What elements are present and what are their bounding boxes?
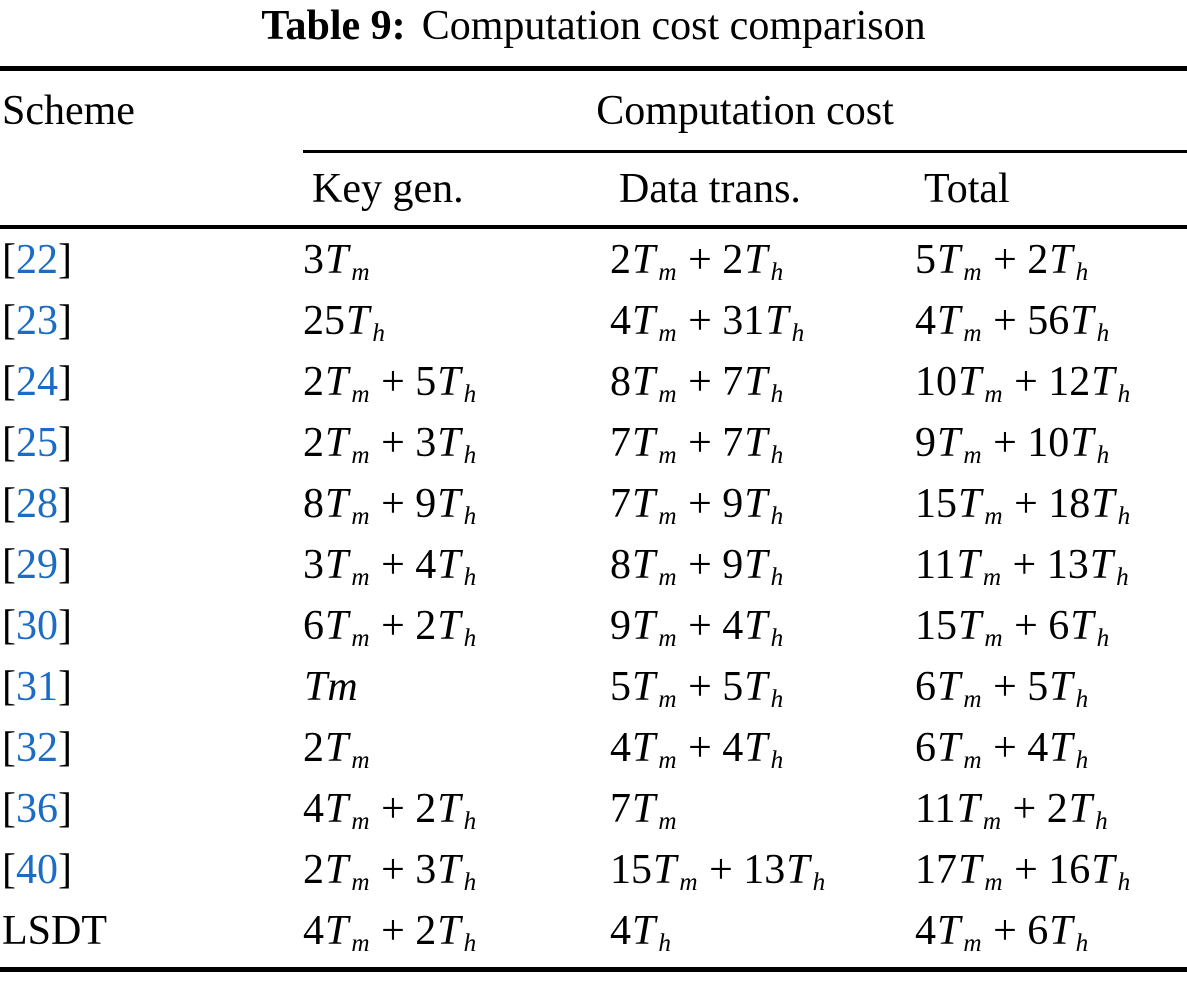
- scheme-cell: [36]: [2, 785, 72, 832]
- key-gen-cell: 2T m: [303, 724, 370, 774]
- table-row: [25] 2T m + 3T h 7T m + 7T h 9T m + 10T h: [0, 412, 1187, 473]
- data-trans-cell: 15T m + 13T h: [610, 846, 826, 896]
- total-cell: 4T m + 6T h: [915, 907, 1089, 957]
- scheme-cell: [31]: [2, 663, 72, 710]
- key-gen-cell: 3T m: [303, 236, 370, 286]
- data-trans-cell: 9T m + 4T h: [610, 602, 784, 652]
- table-caption-label: Table 9:: [261, 3, 406, 49]
- total-cell: 9T m + 10T h: [915, 419, 1110, 469]
- data-trans-cell: 5T m + 5T h: [610, 663, 784, 713]
- header-scheme: Scheme: [2, 87, 135, 134]
- spanner-rule-row: [0, 150, 1187, 153]
- header-total: Total: [924, 166, 1010, 212]
- reference-link[interactable]: 22: [16, 236, 58, 283]
- key-gen-cell: 25T h: [303, 297, 385, 347]
- total-cell: 15T m + 18T h: [915, 480, 1131, 530]
- key-gen-cell: 8T m + 9T h: [303, 480, 477, 530]
- scheme-cell: [30]: [2, 602, 72, 649]
- key-gen-cell: 6T m + 2T h: [303, 602, 477, 652]
- key-gen-cell: 3T m + 4T h: [303, 541, 477, 591]
- scheme-cell: [25]: [2, 419, 72, 466]
- table-row: [30] 6T m + 2T h 9T m + 4T h 15T m + 6T h: [0, 595, 1187, 656]
- scheme-cell: [40]: [2, 846, 72, 893]
- scheme-cell: [24]: [2, 358, 72, 405]
- total-cell: 6T m + 4T h: [915, 724, 1089, 774]
- header-data-trans: Data trans.: [619, 166, 801, 212]
- scheme-cell: [23]: [2, 297, 72, 344]
- total-cell: 5T m + 2T h: [915, 236, 1089, 286]
- spanner-rule-gap: [0, 150, 303, 153]
- table-row: [24] 2T m + 5T h 8T m + 7T h 10T m + 12T h: [0, 351, 1187, 412]
- total-cell: 6T m + 5T h: [915, 663, 1089, 713]
- scheme-cell: LSDT: [2, 907, 107, 954]
- data-trans-cell: 8T m + 9T h: [610, 541, 784, 591]
- data-trans-cell: 2T m + 2T h: [610, 236, 784, 286]
- key-gen-cell: Tm: [304, 663, 358, 710]
- key-gen-cell: 4T m + 2T h: [303, 785, 477, 835]
- table-row: [31] Tm 5T m + 5T h 6T m + 5T h: [0, 656, 1187, 717]
- data-trans-cell: 4T m + 4T h: [610, 724, 784, 774]
- key-gen-cell: 4T m + 2T h: [303, 907, 477, 957]
- table-row: [29] 3T m + 4T h 8T m + 9T h 11T m + 13T h: [0, 534, 1187, 595]
- table-body: [22] 3T m 2T m + 2T h 5T m + 2T h [23] 25T h 4…: [0, 229, 1187, 961]
- table-row: [28] 8T m + 9T h 7T m + 9T h 15T m + 18T h: [0, 473, 1187, 534]
- key-gen-cell: 2T m + 3T h: [303, 419, 477, 469]
- data-trans-cell: 4T m + 31T h: [610, 297, 805, 347]
- table-caption: Table 9: Computation cost comparison: [0, 0, 1187, 66]
- top-rule: [0, 66, 1187, 71]
- scheme-cell: [22]: [2, 236, 72, 283]
- reference-link[interactable]: 25: [16, 419, 58, 466]
- total-cell: 11T m + 2T h: [915, 785, 1108, 835]
- reference-link[interactable]: 32: [16, 724, 58, 771]
- total-cell: 4T m + 56T h: [915, 297, 1110, 347]
- reference-link[interactable]: 31: [16, 663, 58, 710]
- scheme-cell: [29]: [2, 541, 72, 588]
- data-trans-cell: 7T m + 9T h: [610, 480, 784, 530]
- header-row-subcolumns: Key gen. Data trans. Total: [0, 153, 1187, 225]
- table-row: [23] 25T h 4T m + 31T h 4T m + 56T h: [0, 290, 1187, 351]
- header-body-rule: [0, 225, 1187, 229]
- reference-link[interactable]: 30: [16, 602, 58, 649]
- table-caption-text: Computation cost comparison: [421, 3, 926, 49]
- bottom-rule: [0, 967, 1187, 972]
- data-trans-cell: 7T m: [610, 785, 677, 835]
- total-cell: 17T m + 16T h: [915, 846, 1131, 896]
- reference-link[interactable]: 24: [16, 358, 58, 405]
- total-cell: 15T m + 6T h: [915, 602, 1110, 652]
- key-gen-cell: 2T m + 5T h: [303, 358, 477, 408]
- table-row: [36] 4T m + 2T h 7T m 11T m + 2T h: [0, 778, 1187, 839]
- table-row: LSDT 4T m + 2T h 4T h 4T m + 6T h: [0, 900, 1187, 961]
- header-computation-cost: Computation cost: [596, 87, 894, 134]
- table-row: [40] 2T m + 3T h 15T m + 13T h 17T m + 16T h: [0, 839, 1187, 900]
- reference-link[interactable]: 36: [16, 785, 58, 832]
- key-gen-cell: 2T m + 3T h: [303, 846, 477, 896]
- header-row-groups: Scheme Computation cost: [0, 71, 1187, 150]
- data-trans-cell: 7T m + 7T h: [610, 419, 784, 469]
- total-cell: 11T m + 13T h: [915, 541, 1129, 591]
- spanner-rule: [303, 150, 1187, 153]
- total-cell: 10T m + 12T h: [915, 358, 1131, 408]
- scheme-cell: [32]: [2, 724, 72, 771]
- reference-link[interactable]: 40: [16, 846, 58, 893]
- table-row: [22] 3T m 2T m + 2T h 5T m + 2T h: [0, 229, 1187, 290]
- header-key-gen: Key gen.: [312, 166, 464, 212]
- reference-link[interactable]: 23: [16, 297, 58, 344]
- data-trans-cell: 4T h: [610, 907, 671, 957]
- data-trans-cell: 8T m + 7T h: [610, 358, 784, 408]
- reference-link[interactable]: 29: [16, 541, 58, 588]
- scheme-cell: [28]: [2, 480, 72, 527]
- table-row: [32] 2T m 4T m + 4T h 6T m + 4T h: [0, 717, 1187, 778]
- reference-link[interactable]: 28: [16, 480, 58, 527]
